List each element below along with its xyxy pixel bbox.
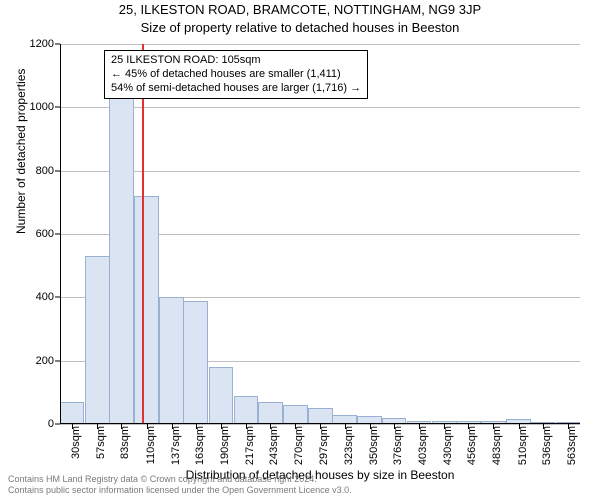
histogram-bar bbox=[159, 297, 184, 424]
histogram-bar bbox=[134, 196, 159, 424]
x-tick-label: 57sqm bbox=[95, 426, 107, 459]
x-tick-label: 323sqm bbox=[343, 426, 355, 465]
y-axis-line bbox=[60, 44, 61, 424]
histogram-bar bbox=[308, 408, 333, 424]
footer-line-2: Contains public sector information licen… bbox=[8, 485, 352, 496]
x-tick-label: 456sqm bbox=[466, 426, 478, 465]
histogram-bar bbox=[109, 96, 134, 424]
y-tick-label: 800 bbox=[36, 165, 54, 177]
annotation-box: 25 ILKESTON ROAD: 105sqm ← 45% of detach… bbox=[104, 50, 368, 99]
footer-attribution: Contains HM Land Registry data © Crown c… bbox=[8, 474, 352, 496]
y-tick-label: 1000 bbox=[30, 101, 54, 113]
x-tick-label: 243sqm bbox=[268, 426, 280, 465]
y-tick-label: 1200 bbox=[30, 38, 54, 50]
x-tick-label: 430sqm bbox=[442, 426, 454, 465]
y-axis-label: Number of detached properties bbox=[14, 69, 28, 234]
x-tick-label: 110sqm bbox=[145, 426, 157, 464]
histogram-bar bbox=[234, 396, 259, 425]
x-tick-label: 510sqm bbox=[517, 426, 529, 465]
x-tick-label: 376sqm bbox=[392, 426, 404, 465]
x-tick-label: 483sqm bbox=[491, 426, 503, 465]
y-tick-label: 400 bbox=[36, 291, 54, 303]
histogram-bar bbox=[283, 405, 308, 424]
y-tick-label: 0 bbox=[48, 418, 54, 430]
histogram-bar bbox=[60, 402, 85, 424]
x-tick-label: 83sqm bbox=[119, 426, 131, 459]
property-marker-line bbox=[142, 44, 144, 424]
chart-title: 25, ILKESTON ROAD, BRAMCOTE, NOTTINGHAM,… bbox=[0, 2, 600, 17]
histogram-bar bbox=[209, 367, 234, 424]
x-tick-label: 270sqm bbox=[293, 426, 305, 465]
histogram-bar bbox=[85, 256, 110, 424]
x-tick-label: 563sqm bbox=[566, 426, 578, 465]
x-tick-label: 217sqm bbox=[244, 426, 256, 465]
x-tick-label: 297sqm bbox=[318, 426, 330, 465]
x-tick-label: 30sqm bbox=[70, 426, 82, 459]
histogram-bars bbox=[60, 44, 580, 424]
x-tick-label: 137sqm bbox=[170, 426, 182, 465]
plot-area: 25 ILKESTON ROAD: 105sqm ← 45% of detach… bbox=[60, 44, 580, 424]
chart-container: 25, ILKESTON ROAD, BRAMCOTE, NOTTINGHAM,… bbox=[0, 0, 600, 500]
x-tick-label: 163sqm bbox=[194, 426, 206, 465]
annotation-line-2: ← 45% of detached houses are smaller (1,… bbox=[111, 68, 361, 82]
annotation-line-3: 54% of semi-detached houses are larger (… bbox=[111, 82, 361, 96]
histogram-bar bbox=[183, 301, 208, 425]
histogram-bar bbox=[258, 402, 283, 424]
x-tick-label: 350sqm bbox=[368, 426, 380, 465]
y-tick-label: 600 bbox=[36, 228, 54, 240]
chart-subtitle: Size of property relative to detached ho… bbox=[0, 20, 600, 35]
y-tick-label: 200 bbox=[36, 355, 54, 367]
footer-line-1: Contains HM Land Registry data © Crown c… bbox=[8, 474, 352, 485]
x-tick-label: 190sqm bbox=[219, 426, 231, 465]
x-tick-label: 403sqm bbox=[417, 426, 429, 465]
x-axis-line bbox=[60, 423, 580, 424]
annotation-line-1: 25 ILKESTON ROAD: 105sqm bbox=[111, 54, 361, 68]
x-tick-label: 536sqm bbox=[541, 426, 553, 465]
